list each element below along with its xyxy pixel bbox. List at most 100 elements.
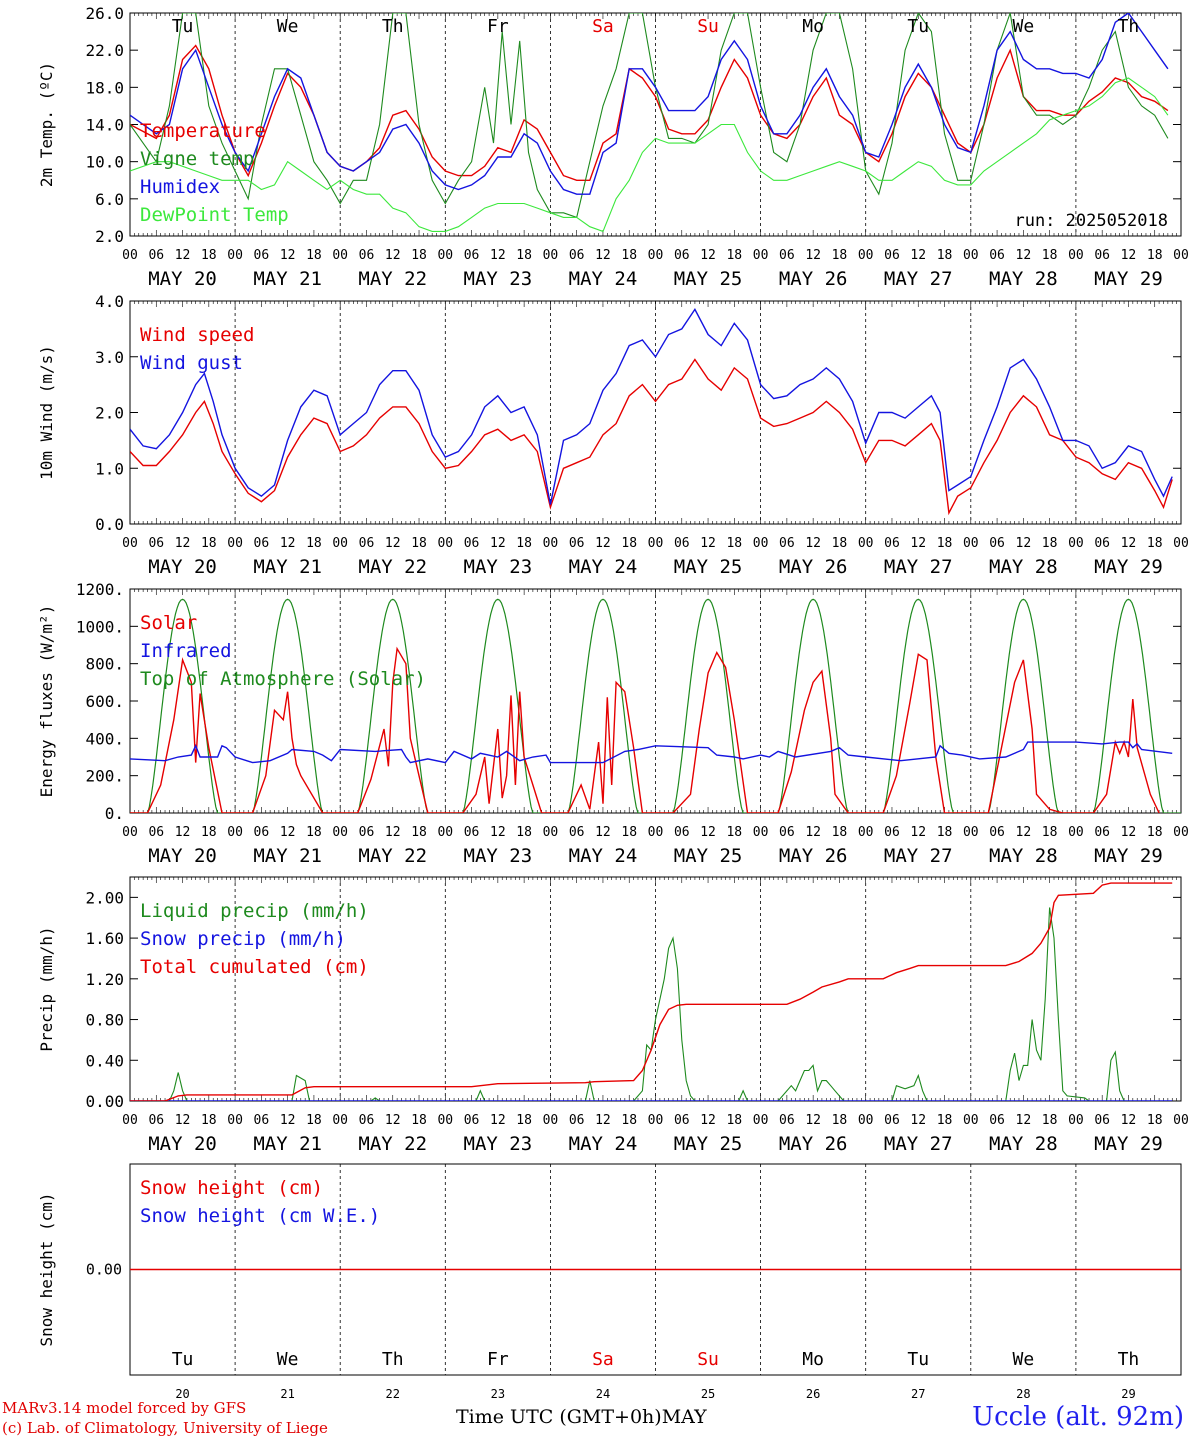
y-axis-title: 10m Wind (m/s) [37,345,56,480]
day-number: 27 [911,1387,925,1401]
hour-tick-label: 00 [858,248,874,263]
series-dewpoint-temp [130,77,1169,233]
y-tick-label: 600. [85,692,124,711]
y-tick-label: 14.0 [85,116,124,135]
hour-tick-label: 12 [700,248,716,263]
hour-tick-label: 12 [280,1113,296,1128]
hour-tick-label: 12 [175,1113,191,1128]
day-name: We [277,16,299,37]
hour-tick-label: 06 [674,825,690,840]
y-tick-label: 2.0 [95,227,124,246]
date-label: MAY 29 [1094,556,1163,578]
hour-tick-label: 06 [884,536,900,551]
legend-entry: Snow height (cm) [140,1177,323,1199]
legend-entry: Top of Atmosphere (Solar) [140,668,426,690]
station-label: Uccle (alt. 92m) [972,1402,1184,1432]
date-label: MAY 24 [569,1133,638,1155]
y-axis-title: 2m Temp. (ºC) [37,62,56,187]
panel-2: 0.0 1.0 2.0 3.0 4.0 10m Wind (m/s) Wind speed W… [37,292,1189,578]
day-number: 26 [806,1387,820,1401]
run-annotation: run: 2025052018 [1014,211,1168,231]
day-name: Mo [802,1349,824,1370]
date-label: MAY 20 [148,1133,217,1155]
y-tick-label: 26.0 [85,4,124,23]
hour-tick-label: 06 [254,248,270,263]
hour-tick-label: 18 [832,1113,848,1128]
hour-tick-label: 18 [306,536,322,551]
hour-tick-label: 00 [858,536,874,551]
date-label: MAY 26 [779,1133,848,1155]
y-tick-label: 4.0 [95,292,124,311]
hour-tick-label: 00 [1068,1113,1084,1128]
day-name: Sa [592,1349,614,1370]
hour-tick-label: 00 [753,248,769,263]
hour-tick-label: 12 [175,248,191,263]
hour-tick-label: 06 [779,825,795,840]
hour-tick-label: 12 [1016,1113,1032,1128]
date-label: MAY 23 [464,845,533,867]
hour-tick-label: 00 [543,248,559,263]
date-label: MAY 28 [989,268,1058,290]
day-name: Th [382,16,404,37]
series-solar [130,646,1160,813]
day-number: 24 [596,1387,610,1401]
hour-tick-label: 12 [385,825,401,840]
y-tick-label: 0.00 [85,1092,124,1111]
hour-tick-label: 06 [779,248,795,263]
series-infrared [130,741,1173,764]
date-label: MAY 20 [148,556,217,578]
date-label: MAY 21 [253,1133,322,1155]
hour-tick-label: 18 [832,825,848,840]
date-label: MAY 22 [358,268,427,290]
hour-tick-label: 06 [569,825,585,840]
y-tick-label: 1.20 [85,970,124,989]
legend-entry: Wind gust [140,352,243,374]
day-name: Su [697,16,719,37]
hour-tick-label: 06 [464,536,480,551]
hour-tick-label: 06 [884,248,900,263]
y-tick-label: 1200. [76,580,124,599]
hour-tick-label: 06 [359,1113,375,1128]
day-number: 22 [386,1387,400,1401]
date-label: MAY 21 [253,556,322,578]
panel-3: 0. 200. 400. 600. 800. 1000. 1200. Energy fluxe… [37,580,1189,867]
hour-tick-label: 00 [122,248,138,263]
date-label: MAY 22 [358,556,427,578]
hour-tick-label: 18 [832,248,848,263]
date-label: MAY 28 [989,556,1058,578]
hour-tick-label: 06 [884,825,900,840]
date-label: MAY 26 [779,845,848,867]
legend-entry: Infrared [140,640,232,662]
hour-tick-label: 12 [595,248,611,263]
hour-tick-label: 12 [1016,536,1032,551]
hour-tick-label: 00 [1173,825,1189,840]
hour-tick-label: 18 [726,536,742,551]
hour-tick-label: 12 [805,825,821,840]
hour-tick-label: 00 [332,248,348,263]
date-label: MAY 27 [884,556,953,578]
hour-tick-label: 18 [1042,825,1058,840]
hour-tick-label: 06 [569,1113,585,1128]
hour-tick-label: 18 [516,248,532,263]
date-label: MAY 25 [674,845,743,867]
hour-tick-label: 06 [148,825,164,840]
hour-tick-label: 06 [569,536,585,551]
day-name: Th [1118,16,1140,37]
hour-tick-label: 00 [1068,248,1084,263]
hour-tick-label: 00 [437,1113,453,1128]
day-name: Tu [907,16,929,37]
legend-entry: Snow height (cm W.E.) [140,1205,380,1227]
model-credit: MARv3.14 model forced by GFS [2,1399,247,1417]
y-axis-title: Snow height (cm) [37,1192,56,1346]
hour-tick-label: 12 [385,536,401,551]
hour-tick-label: 18 [726,1113,742,1128]
date-label: MAY 21 [253,268,322,290]
series-wind-speed [130,358,1173,516]
hour-tick-label: 06 [148,248,164,263]
time-axis-label: Time UTC (GMT+0h)MAY [456,1406,707,1428]
hour-tick-label: 18 [621,825,637,840]
hour-tick-label: 12 [490,1113,506,1128]
hour-tick-label: 06 [254,825,270,840]
hour-tick-label: 12 [490,825,506,840]
hour-tick-label: 18 [516,1113,532,1128]
